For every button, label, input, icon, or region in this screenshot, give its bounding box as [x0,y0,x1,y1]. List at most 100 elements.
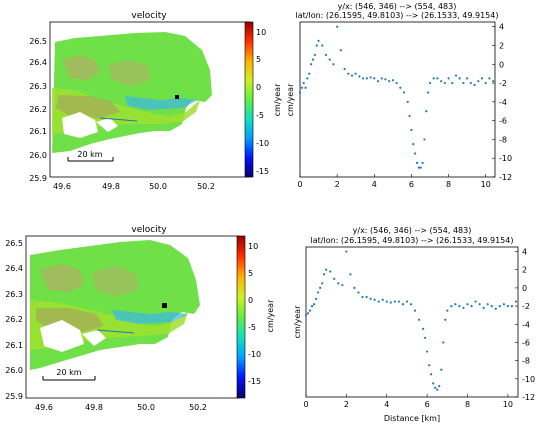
reference-point-marker [162,303,167,308]
data-point [470,304,473,308]
chart-title: y/x: (546, 346) --> (554, 483) [338,2,457,11]
y-tick-label: 26.0 [5,366,23,375]
data-point [298,91,302,94]
colorbar-tick-label: -10 [248,350,261,359]
map-title: velocity [131,11,167,21]
data-point [388,80,391,83]
y-tick-label: 0 [499,60,504,69]
data-point [426,350,429,353]
data-point [446,309,449,312]
map-x-ticks: 49.6 49.8 50.0 50.2 [35,403,207,412]
y-tick-label: 0 [522,284,527,293]
data-point [369,76,372,79]
data-point [321,282,324,285]
data-point [440,80,443,83]
data-point [349,273,352,276]
colorbar-label: cm/year [266,299,275,332]
data-point [447,77,450,80]
data-point [310,304,314,308]
y-tick-label: 26.4 [29,58,47,67]
x-tick-label: 10 [503,400,513,409]
map-panel-1: velocity 20 km 49.6 49.8 50.0 50.2 26.5 … [29,11,282,191]
data-point [332,63,335,66]
colorbar-tick-label: -15 [256,167,269,176]
map-y-ticks: 26.5 26.4 26.3 26.2 26.1 26.0 25.9 [5,239,23,401]
data-point [478,303,481,306]
data-point [438,384,441,388]
data-point [458,304,461,308]
x-tick-label: 4 [384,400,389,409]
colorbar-tick-label: 10 [256,28,266,37]
data-point [436,77,439,80]
y-tick-label: 26.1 [5,341,23,350]
data-point [308,72,311,75]
data-point [432,382,435,385]
data-point [336,25,339,28]
data-point [302,81,305,85]
data-point [492,80,495,83]
map-panel-2: velocity 20 km 49.6 49.8 50.0 50.2 26.5 … [5,225,275,412]
y-tick-label: -8 [499,135,507,144]
x-tick-label: 0 [297,180,302,189]
data-point [313,53,316,56]
data-point [482,306,485,310]
y-tick-label: 26.1 [29,127,47,136]
colorbar-ticks: 10 5 0 -5 -10 -15 [256,28,269,176]
data-point [323,273,326,276]
x-tick-label: 49.6 [35,403,53,412]
data-point [436,388,439,391]
data-point [402,91,406,94]
colorbar-tick-label: 5 [256,55,261,64]
data-point [412,143,415,146]
data-point [373,77,376,80]
data-point [405,300,409,303]
data-point [454,74,458,77]
data-point [328,58,331,61]
data-point [358,75,361,78]
data-point [450,304,453,308]
colorbar-label: cm/year [273,83,282,116]
colorbar-tick-label: -15 [248,377,261,386]
map-nodata-area [96,118,118,132]
data-points [298,25,495,169]
data-point [417,166,420,169]
x-tick-label: 8 [465,400,470,409]
data-point [462,81,465,85]
y-tick-label: 26.3 [5,290,23,299]
data-point [451,81,454,85]
data-point [469,81,472,85]
data-point [384,78,387,81]
data-point [300,86,303,89]
data-point [343,67,346,71]
map-nodata-area [82,330,106,346]
map-urban-patch [56,95,120,118]
x-tick-label: 4 [372,180,377,189]
data-point [391,79,394,82]
x-tick-labels: 0 2 4 6 8 10 [303,394,513,409]
data-point [319,286,322,290]
plot-frame [299,21,496,178]
colorbar-tick-label: 10 [248,242,258,251]
y-tick-label: -4 [499,98,507,107]
data-point [397,300,400,303]
data-point [409,303,413,306]
data-point [413,309,417,312]
y-tick-label: -8 [522,357,530,366]
data-point [514,300,518,303]
data-point [389,301,392,304]
y-tick-label: -12 [522,393,535,402]
data-point [311,58,315,61]
x-tick-label: 6 [425,400,430,409]
data-point [425,110,428,113]
data-point [401,303,405,306]
map-urban-patch [92,266,138,296]
y-tick-label: -6 [522,338,530,347]
y-tick-label: 4 [499,23,504,32]
data-point [306,77,309,80]
data-point [434,386,437,390]
y-tick-label: 26.2 [5,315,23,324]
data-point [393,300,396,303]
data-point [466,77,469,80]
data-point [321,44,324,47]
